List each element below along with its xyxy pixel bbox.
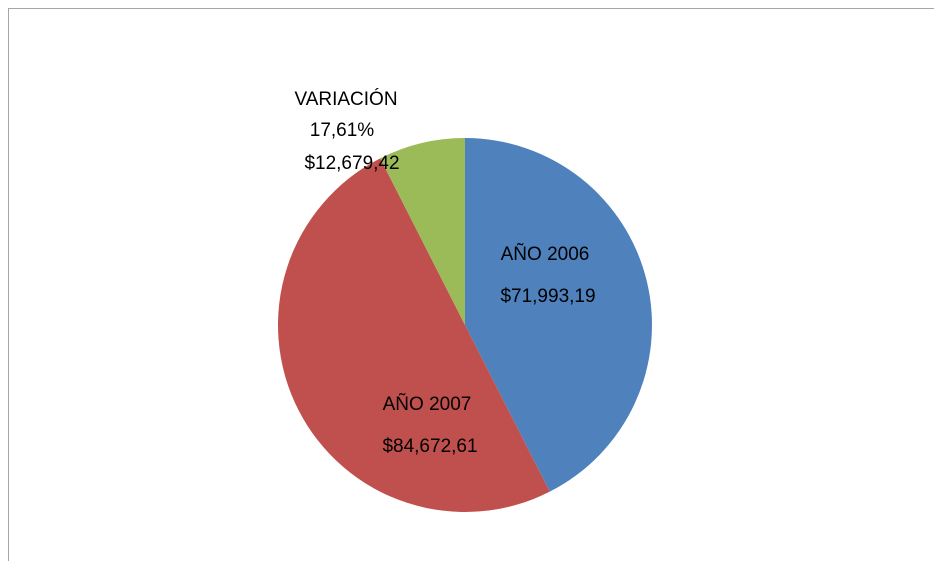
slice-label: AÑO 2007	[383, 393, 472, 415]
annotation: 17,61%	[310, 120, 375, 141]
slice-label: VARIACIÓN	[294, 88, 397, 110]
value-label: $71,993,19	[500, 286, 595, 307]
slice-label: AÑO 2006	[501, 243, 590, 265]
value-label: $84,672,61	[382, 436, 477, 457]
value-label: $12,679,42	[304, 153, 399, 174]
